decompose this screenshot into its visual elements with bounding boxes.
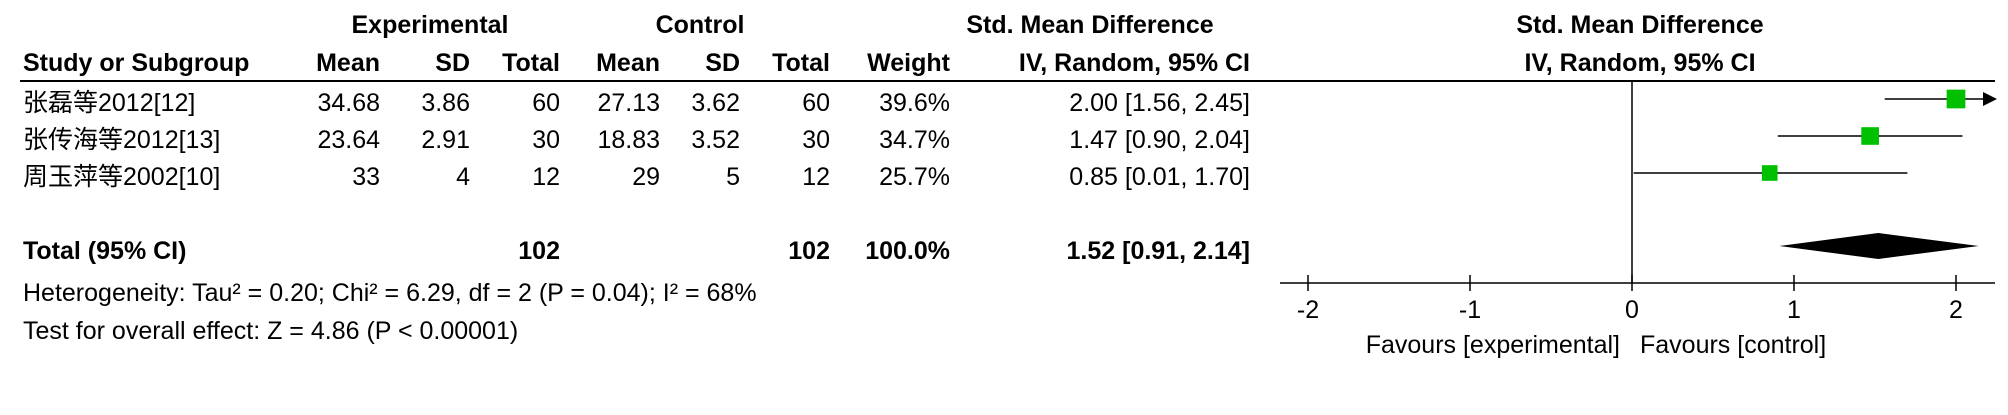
sd2-cell: 3.62 xyxy=(691,89,740,117)
study-name: 张传海等2012[13] xyxy=(23,126,221,154)
weight-cell: 25.7% xyxy=(879,163,950,191)
study-name: 张磊等2012[12] xyxy=(23,89,196,117)
x-tick-label: -2 xyxy=(1297,296,1319,324)
total1-cell: 60 xyxy=(532,89,560,117)
ci-arrow xyxy=(1983,92,1997,106)
x-tick-label: 1 xyxy=(1787,296,1801,324)
sd2-cell: 5 xyxy=(726,163,740,191)
sd1-cell: 4 xyxy=(456,163,470,191)
total2-cell: 60 xyxy=(802,89,830,117)
effect-marker xyxy=(1761,165,1778,181)
x-tick-label: 2 xyxy=(1949,296,1963,324)
favours-right-label: Favours [control] xyxy=(1640,331,1827,359)
mean2-cell: 27.13 xyxy=(597,89,660,117)
ci-cell: 0.85 [0.01, 1.70] xyxy=(1069,163,1250,191)
overall-effect-text: Test for overall effect: Z = 4.86 (P < 0… xyxy=(23,317,519,345)
sd1-cell: 3.86 xyxy=(421,89,470,117)
sd2-header: SD xyxy=(705,49,740,77)
total-label: Total (95% CI) xyxy=(23,237,187,265)
total1-cell: 12 xyxy=(532,163,560,191)
total2-cell: 12 xyxy=(802,163,830,191)
total2-header: Total xyxy=(772,49,830,77)
mean1-cell: 34.68 xyxy=(317,89,380,117)
study-header: Study or Subgroup xyxy=(23,49,250,77)
favours-left-label: Favours [experimental] xyxy=(1365,331,1620,359)
plot-title: Std. Mean Difference xyxy=(1516,11,1764,39)
sd1-cell: 2.91 xyxy=(421,126,470,154)
mean2-cell: 29 xyxy=(632,163,660,191)
x-tick-label: -1 xyxy=(1459,296,1481,324)
mean2-header: Mean xyxy=(596,49,660,77)
total1-cell: 30 xyxy=(532,126,560,154)
method-header: IV, Random, 95% CI xyxy=(1018,49,1250,77)
mean1-header: Mean xyxy=(316,49,380,77)
total2-cell: 30 xyxy=(802,126,830,154)
effect-marker xyxy=(1861,127,1879,145)
header-rule xyxy=(20,80,1995,82)
total1-sum: 102 xyxy=(518,237,560,265)
total-ci: 1.52 [0.91, 2.14] xyxy=(1066,237,1250,265)
pooled-diamond xyxy=(1779,233,1979,259)
effect-col-header: Std. Mean Difference xyxy=(966,11,1214,39)
total1-header: Total xyxy=(502,49,560,77)
study-name: 周玉萍等2002[10] xyxy=(23,163,221,191)
weight-header: Weight xyxy=(867,49,950,77)
mean2-cell: 18.83 xyxy=(597,126,660,154)
weight-cell: 39.6% xyxy=(879,89,950,117)
effect-marker xyxy=(1946,89,1966,109)
group2-header: Control xyxy=(655,11,745,39)
weight-cell: 34.7% xyxy=(879,126,950,154)
mean1-cell: 23.64 xyxy=(317,126,380,154)
ci-cell: 2.00 [1.56, 2.45] xyxy=(1069,89,1250,117)
sd2-cell: 3.52 xyxy=(691,126,740,154)
mean1-cell: 33 xyxy=(352,163,380,191)
x-tick-label: 0 xyxy=(1625,296,1639,324)
sd1-header: SD xyxy=(435,49,470,77)
ci-cell: 1.47 [0.90, 2.04] xyxy=(1069,126,1250,154)
group1-header: Experimental xyxy=(351,11,509,39)
heterogeneity-text: Heterogeneity: Tau² = 0.20; Chi² = 6.29,… xyxy=(23,279,757,307)
total-weight: 100.0% xyxy=(865,237,950,265)
total2-sum: 102 xyxy=(788,237,830,265)
plot-method-header: IV, Random, 95% CI xyxy=(1524,49,1756,77)
